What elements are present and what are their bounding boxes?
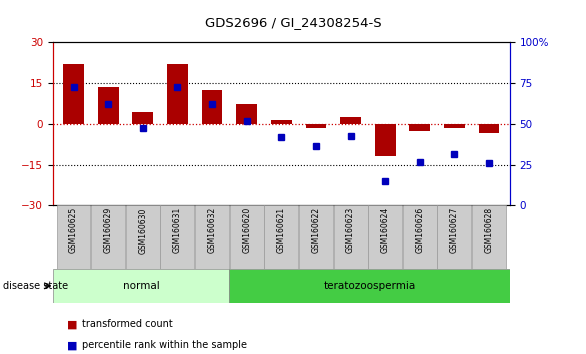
Text: GSM160627: GSM160627 (450, 207, 459, 253)
Text: GSM160625: GSM160625 (69, 207, 78, 253)
Bar (236, 104, 257, 124)
Bar (167, 64, 188, 124)
FancyBboxPatch shape (368, 205, 402, 269)
Text: GSM160623: GSM160623 (346, 207, 355, 253)
Text: GSM160622: GSM160622 (311, 207, 321, 253)
FancyBboxPatch shape (195, 205, 229, 269)
FancyBboxPatch shape (333, 205, 367, 269)
Bar (305, 124, 326, 128)
Bar (410, 124, 430, 131)
Bar (132, 112, 153, 124)
Text: GSM160628: GSM160628 (485, 207, 493, 253)
FancyBboxPatch shape (472, 205, 506, 269)
Text: GSM160631: GSM160631 (173, 207, 182, 253)
Bar (444, 124, 465, 128)
FancyBboxPatch shape (403, 205, 437, 269)
Text: ■: ■ (67, 341, 78, 350)
Text: percentile rank within the sample: percentile rank within the sample (82, 341, 247, 350)
Text: GSM160630: GSM160630 (138, 207, 147, 253)
FancyBboxPatch shape (264, 205, 298, 269)
FancyBboxPatch shape (53, 269, 229, 303)
Text: GSM160629: GSM160629 (104, 207, 113, 253)
FancyBboxPatch shape (437, 205, 471, 269)
Bar (98, 87, 118, 124)
FancyBboxPatch shape (299, 205, 333, 269)
Bar (340, 117, 361, 124)
FancyBboxPatch shape (229, 269, 510, 303)
Text: ■: ■ (67, 319, 78, 329)
Bar (271, 120, 292, 124)
Bar (63, 64, 84, 124)
Text: teratozoospermia: teratozoospermia (323, 281, 415, 291)
Bar (202, 90, 223, 124)
Text: GSM160621: GSM160621 (277, 207, 286, 253)
FancyBboxPatch shape (56, 205, 90, 269)
Bar (375, 124, 396, 156)
Text: disease state: disease state (3, 281, 68, 291)
Text: normal: normal (122, 281, 159, 291)
FancyBboxPatch shape (91, 205, 125, 269)
Bar (479, 124, 499, 133)
FancyBboxPatch shape (230, 205, 264, 269)
Text: GSM160624: GSM160624 (381, 207, 390, 253)
Text: GDS2696 / GI_24308254-S: GDS2696 / GI_24308254-S (205, 16, 381, 29)
Text: GSM160620: GSM160620 (242, 207, 251, 253)
Text: transformed count: transformed count (82, 319, 173, 329)
Text: GSM160626: GSM160626 (415, 207, 424, 253)
FancyBboxPatch shape (126, 205, 160, 269)
FancyBboxPatch shape (161, 205, 195, 269)
Text: GSM160632: GSM160632 (207, 207, 216, 253)
